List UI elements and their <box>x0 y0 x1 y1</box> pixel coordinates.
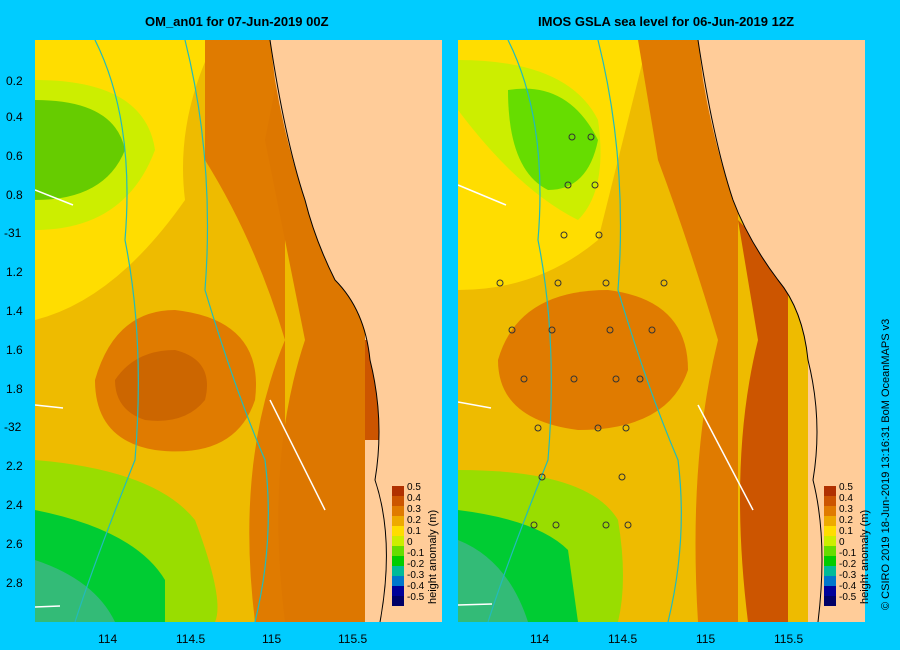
panel-1-y-tick: 1.2 <box>6 265 23 279</box>
panel-1-colorbar-labels: 0.5 0.4 0.3 0.2 0.1 0 -0.1 -0.2 -0.3 -0.4 -0.… <box>407 482 425 603</box>
panel-1-y-tick: 2.2 <box>6 459 23 473</box>
panel-1-y-tick: 2.6 <box>6 537 23 551</box>
credit-text: © CSIRO 2019 18-Jun-2019 13:16:31 BoM Oc… <box>880 318 892 610</box>
panel-1-y-tick: 1.4 <box>6 304 23 318</box>
panel-1-colorbar-title: height anomaly (m) <box>427 509 439 604</box>
panel-1-x-tick: 114.5 <box>176 632 206 646</box>
panel-2-colorbar-title: height anomaly (m) <box>859 509 871 604</box>
panel-2-x-tick: 115 <box>696 632 716 646</box>
panel-1-y-tick: 0.4 <box>6 110 23 124</box>
panel-1-y-tick: 0.2 <box>6 74 23 88</box>
panel-1-y-tick: 2.8 <box>6 576 23 590</box>
panel-1-y-tick: 1.6 <box>6 343 23 357</box>
panel-2-title: IMOS GSLA sea level for 06-Jun-2019 12Z <box>538 14 795 29</box>
panel-2-map <box>458 40 865 622</box>
panel-1-x-tick: 115.5 <box>338 632 368 646</box>
panel-1-y-tick: 1.8 <box>6 382 23 396</box>
panel-1-title: OM_an01 for 07-Jun-2019 00Z <box>145 14 329 29</box>
panel-1-x-tick: 115 <box>262 632 282 646</box>
panel-2-colorbar-labels: 0.5 0.4 0.3 0.2 0.1 0 -0.1 -0.2 -0.3 -0.4 -0.… <box>839 482 857 603</box>
panel-1-y-tick: -32 <box>4 420 22 434</box>
panel-2-x-tick: 114.5 <box>608 632 638 646</box>
panel-1-map <box>35 40 442 622</box>
panel-1-colorbar <box>392 486 404 606</box>
panel-2-x-tick: 114 <box>530 632 550 646</box>
panel-1-x-tick: 114 <box>98 632 118 646</box>
panel-1-y-tick: 0.6 <box>6 149 23 163</box>
panel-1-y-tick: 0.8 <box>6 188 23 202</box>
panel-2-x-tick: 115.5 <box>774 632 804 646</box>
panel-2-colorbar <box>824 486 836 606</box>
panel-1-y-tick: -31 <box>4 226 22 240</box>
panel-1-y-tick: 2.4 <box>6 498 23 512</box>
